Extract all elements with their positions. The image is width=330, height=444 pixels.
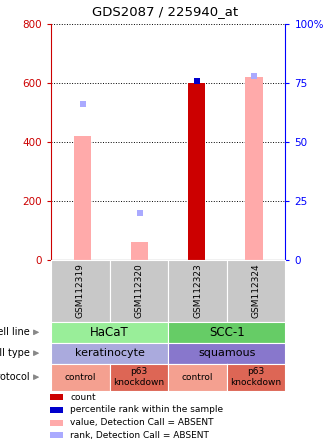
Text: value, Detection Call = ABSENT: value, Detection Call = ABSENT (70, 418, 214, 427)
Text: control: control (65, 373, 96, 382)
Point (137, 209, 142, 216)
Text: protocol: protocol (0, 372, 30, 382)
Text: keratinocyte: keratinocyte (75, 348, 145, 358)
Text: percentile rank within the sample: percentile rank within the sample (70, 405, 223, 414)
Text: GSM112320: GSM112320 (135, 263, 144, 318)
Bar (246, 77, 263, 260)
Text: GSM112319: GSM112319 (76, 263, 85, 318)
Text: count: count (70, 392, 96, 402)
Bar (50, 394, 63, 400)
Bar (50, 432, 63, 439)
Text: cell type: cell type (0, 348, 30, 358)
Bar (50, 407, 63, 413)
Text: rank, Detection Call = ABSENT: rank, Detection Call = ABSENT (70, 431, 209, 440)
Text: GSM112324: GSM112324 (252, 263, 261, 318)
Text: p63
knockdown: p63 knockdown (231, 368, 282, 387)
Bar (188, 83, 206, 260)
Text: SCC-1: SCC-1 (209, 326, 245, 339)
Bar (131, 242, 148, 260)
Text: p63
knockdown: p63 knockdown (114, 368, 165, 387)
Text: HaCaT: HaCaT (90, 326, 129, 339)
Bar (74, 136, 91, 260)
Text: control: control (182, 373, 213, 382)
Bar (50, 420, 63, 426)
Text: GSM112323: GSM112323 (193, 263, 202, 318)
Point (80, 101, 85, 108)
Text: cell line: cell line (0, 327, 30, 337)
Point (194, 77, 200, 84)
Point (251, 73, 257, 80)
Text: squamous: squamous (198, 348, 255, 358)
Text: GDS2087 / 225940_at: GDS2087 / 225940_at (92, 4, 238, 18)
